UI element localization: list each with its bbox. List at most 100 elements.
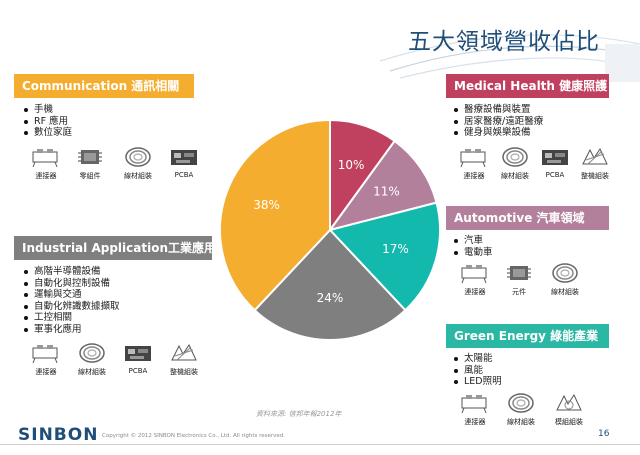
industrial-header: Industrial Application工業應用 xyxy=(14,236,212,260)
cable-coil-icon xyxy=(508,393,534,413)
part-connector: 連接器 xyxy=(455,146,493,181)
list-item: 風能 xyxy=(452,365,502,377)
page-number: 16 xyxy=(598,429,610,439)
part-label: 線材組裝 xyxy=(124,172,152,180)
part-label: 模組組裝 xyxy=(555,418,583,426)
copyright-text: Copyright © 2012 SINBON Electronics Co.,… xyxy=(102,433,286,439)
part-label: 元件 xyxy=(512,288,526,296)
list-item: 自動化與控制設備 xyxy=(22,278,120,290)
medical-header: Medical Health 健康照護 xyxy=(446,74,609,98)
part-label: 線材組裝 xyxy=(551,288,579,296)
list-item: 汽車 xyxy=(452,235,493,247)
automotive-parts: 連接器 元件 線材組裝 xyxy=(455,262,587,297)
pie-label-communication: 38% xyxy=(253,198,280,212)
pcba-icon xyxy=(125,346,151,361)
chip-icon xyxy=(507,266,531,280)
footer-divider xyxy=(0,444,640,445)
part-label: 連接器 xyxy=(35,172,57,180)
list-item: 太陽能 xyxy=(452,353,502,365)
part-cable: 線材組裝 xyxy=(70,342,114,377)
pie-slice-automotive xyxy=(328,201,441,312)
cable-coil-icon xyxy=(552,263,578,283)
part-component: 零組件 xyxy=(70,146,110,181)
pie-label-industrial: 24% xyxy=(317,291,344,305)
part-connector: 連接器 xyxy=(455,262,495,297)
pie-slice-communication xyxy=(219,118,331,312)
medical-bullets: 醫療設備與裝置 居家醫療/遠距醫療 健身與娛樂設備 xyxy=(452,104,543,139)
module-icon xyxy=(556,393,582,411)
automotive-header: Automotive 汽車領域 xyxy=(446,206,609,230)
part-label: 連接器 xyxy=(464,418,486,426)
part-cable: 線材組裝 xyxy=(543,262,587,297)
list-item: 居家醫療/遠距醫療 xyxy=(452,116,543,128)
list-item: 醫療設備與裝置 xyxy=(452,104,543,116)
green-parts: 連接器 線材組裝 模組組裝 xyxy=(455,392,591,427)
pie-label-medical-light: 11% xyxy=(373,185,400,199)
communication-bullets: 手機 RF 應用 數位家庭 xyxy=(22,104,72,139)
connector-icon xyxy=(460,149,486,168)
part-connector: 連接器 xyxy=(26,342,66,377)
part-label: PCBA xyxy=(128,367,148,375)
pie-slice-medical-light xyxy=(327,139,438,232)
green-bullets: 太陽能 風能 LED照明 xyxy=(452,353,502,388)
medical-parts: 連接器 線材組裝 PCBA 整機組裝 xyxy=(455,146,615,181)
part-connector: 連接器 xyxy=(455,392,495,427)
industrial-bullets: 高階半導體設備 自動化與控制設備 運輸與交通 自動化辨識數據擷取 工控相關 軍事… xyxy=(22,266,120,335)
part-label: 線材組裝 xyxy=(507,418,535,426)
chip-icon xyxy=(78,150,102,164)
part-connector: 連接器 xyxy=(26,146,66,181)
page-title: 五大領域營收佔比 xyxy=(408,29,600,55)
communication-header: Communication 通訊相關 xyxy=(14,74,194,98)
part-label: 連接器 xyxy=(463,172,485,180)
sinbon-logo: SINBON xyxy=(18,425,99,445)
part-label: 整機組裝 xyxy=(581,172,609,180)
part-assembly: 整機組裝 xyxy=(162,342,206,377)
list-item: 健身與娛樂設備 xyxy=(452,127,543,139)
part-pcba: PCBA xyxy=(537,146,573,181)
connector-icon xyxy=(32,149,58,168)
part-label: 連接器 xyxy=(35,368,57,376)
list-item: 電動車 xyxy=(452,247,493,259)
green-header: Green Energy 綠能產業 xyxy=(446,324,609,348)
title-decoration xyxy=(380,34,640,82)
part-cable: 線材組裝 xyxy=(116,146,160,181)
part-label: 整機組裝 xyxy=(170,368,198,376)
part-module: 模組組裝 xyxy=(547,392,591,427)
list-item: 工控相關 xyxy=(22,312,120,324)
connector-icon xyxy=(461,395,487,414)
connector-icon xyxy=(32,345,58,364)
part-cable: 線材組裝 xyxy=(499,392,543,427)
cable-coil-icon xyxy=(79,343,105,363)
part-label: PCBA xyxy=(545,171,565,179)
part-pcba: PCBA xyxy=(118,342,158,377)
part-label: 零組件 xyxy=(79,172,101,180)
industrial-parts: 連接器 線材組裝 PCBA 整機組裝 xyxy=(26,342,206,377)
list-item: 運輸與交通 xyxy=(22,289,120,301)
list-item: 自動化辨識數據擷取 xyxy=(22,301,120,313)
part-pcba: PCBA xyxy=(164,146,204,181)
automotive-bullets: 汽車 電動車 xyxy=(452,235,493,258)
pcba-icon xyxy=(542,150,568,165)
pie-label-medical: 10% xyxy=(338,158,365,172)
list-item: 手機 xyxy=(22,104,72,116)
list-item: RF 應用 xyxy=(22,116,72,128)
communication-parts: 連接器 零組件 線材組裝 PCBA xyxy=(26,146,204,181)
list-item: LED照明 xyxy=(452,376,502,388)
part-label: 線材組裝 xyxy=(78,368,106,376)
assembly-icon xyxy=(171,343,197,361)
part-label: 連接器 xyxy=(464,288,486,296)
connector-icon xyxy=(461,265,487,284)
revenue-pie-chart: 10% 11% 17% 24% 38% xyxy=(219,118,441,341)
pie-label-automotive: 17% xyxy=(382,242,409,256)
cable-coil-icon xyxy=(125,147,151,167)
part-label: 線材組裝 xyxy=(501,172,529,180)
part-label: PCBA xyxy=(174,171,194,179)
pie-slice-industrial xyxy=(253,228,407,341)
pcba-icon xyxy=(171,150,197,165)
list-item: 數位家庭 xyxy=(22,127,72,139)
part-cable: 線材組裝 xyxy=(495,146,535,181)
cable-coil-icon xyxy=(502,147,528,167)
list-item: 軍事化應用 xyxy=(22,324,120,336)
part-component: 元件 xyxy=(499,262,539,297)
list-item: 高階半導體設備 xyxy=(22,266,120,278)
